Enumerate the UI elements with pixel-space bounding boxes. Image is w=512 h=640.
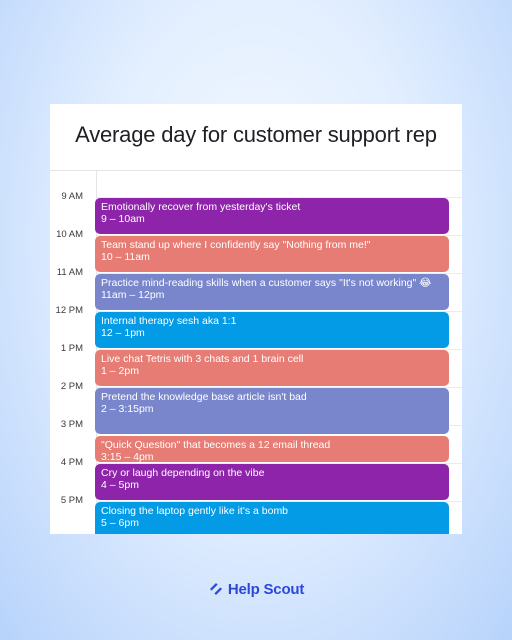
event-title: Cry or laugh depending on the vibe xyxy=(101,467,265,479)
event-time: 9 – 10am xyxy=(101,213,145,225)
event-time: 5 – 6pm xyxy=(101,517,139,529)
calendar-event[interactable]: Practice mind-reading skills when a cust… xyxy=(95,274,449,310)
event-title: Pretend the knowledge base article isn't… xyxy=(101,391,307,403)
hour-gridline xyxy=(96,235,462,236)
calendar-event[interactable]: "Quick Question" that becomes a 12 email… xyxy=(95,435,449,463)
hour-label: 11 AM xyxy=(56,267,83,278)
hour-gridline xyxy=(96,387,462,388)
event-title: Emotionally recover from yesterday's tic… xyxy=(101,201,301,213)
hour-gridline xyxy=(96,463,462,464)
hour-gridline xyxy=(96,349,462,350)
event-title: "Quick Question" that becomes a 12 email… xyxy=(101,438,331,451)
calendar-event[interactable]: Cry or laugh depending on the vibe 4 – 5p… xyxy=(95,464,449,500)
brand-logo: Help Scout xyxy=(0,578,512,600)
hour-label: 2 PM xyxy=(60,381,83,392)
hour-label: 6 PM xyxy=(50,533,83,534)
title-divider xyxy=(50,170,462,171)
calendar-event[interactable]: Internal therapy sesh aka 1:1 12 – 1pm xyxy=(95,312,449,348)
hour-gridline xyxy=(96,311,462,312)
calendar-event[interactable]: Pretend the knowledge base article isn't… xyxy=(95,388,449,434)
event-time: 2 – 3:15pm xyxy=(101,403,154,415)
calendar-event[interactable]: Closing the laptop gently like it's a bo… xyxy=(95,502,449,534)
hour-label: 12 PM xyxy=(55,305,83,316)
help-scout-logo-icon xyxy=(209,583,222,595)
page-title: Average day for customer support rep xyxy=(75,122,437,147)
hour-gridline xyxy=(96,273,462,274)
hour-label: 1 PM xyxy=(60,343,83,354)
hour-label: 10 AM xyxy=(56,229,83,240)
hour-label: 4 PM xyxy=(60,457,83,468)
event-time: 11am – 12pm xyxy=(101,289,165,301)
calendar-event[interactable]: Emotionally recover from yesterday's tic… xyxy=(95,198,449,234)
event-time: 10 – 11am xyxy=(101,251,150,263)
day-grid: 9 AM 10 AM 11 AM 12 PM 1 PM 2 PM 3 PM 4 PM 5 PM 6… xyxy=(50,171,462,534)
event-time: 4 – 5pm xyxy=(101,479,139,491)
event-time: 3:15 – 4pm xyxy=(101,450,154,463)
hour-gridline xyxy=(96,197,462,198)
calendar-card: Average day for customer support rep 9 A… xyxy=(50,104,462,534)
event-time: 1 – 2pm xyxy=(101,365,139,377)
calendar-event[interactable]: Team stand up where I confidently say "N… xyxy=(95,236,449,272)
event-title: Closing the laptop gently like it's a bo… xyxy=(101,505,289,517)
event-title: Live chat Tetris with 3 chats and 1 brai… xyxy=(101,353,304,365)
event-title: Internal therapy sesh aka 1:1 xyxy=(101,315,237,327)
brand-name: Help Scout xyxy=(227,580,305,598)
event-title: Team stand up where I confidently say "N… xyxy=(101,239,371,251)
hour-label: 3 PM xyxy=(60,419,83,430)
event-title: Practice mind-reading skills when a cust… xyxy=(101,277,432,289)
event-time: 12 – 1pm xyxy=(101,327,145,339)
hour-label: 5 PM xyxy=(60,495,83,506)
hour-label: 9 AM xyxy=(61,191,83,202)
calendar-event[interactable]: Live chat Tetris with 3 chats and 1 brai… xyxy=(95,350,449,386)
hour-gridline xyxy=(96,501,462,502)
